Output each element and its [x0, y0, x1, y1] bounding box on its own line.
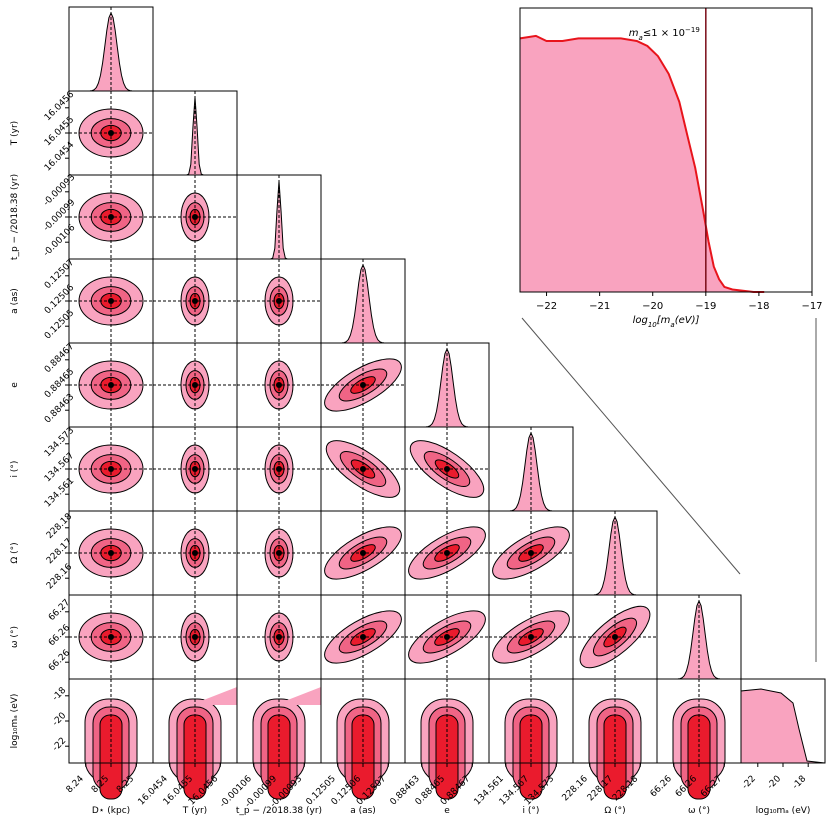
panel-omega-e [404, 594, 490, 680]
yaxis-label-omega: ω (°) [10, 626, 20, 648]
panel-Omega-T [152, 510, 238, 596]
xaxis-label-e: e [444, 806, 450, 816]
panel-i-a [320, 426, 406, 512]
ytick-label-omega-0: 66.27 [47, 598, 72, 623]
panel-tp-T [152, 174, 238, 260]
panel-Omega-tp [236, 510, 322, 596]
panel-omega-Omega [572, 594, 658, 680]
yaxis-label-Omega: Ω (°) [10, 542, 20, 563]
panel-i-tp [236, 426, 322, 512]
panel-i-T [152, 426, 238, 512]
xaxis-label-D_star: D⋆ (kpc) [92, 806, 130, 816]
xtick-label-D_star-0: 8.24 [65, 774, 86, 795]
inset-xaxis-label: log10[ma(eV)] [633, 315, 700, 329]
xaxis-label-a: a (as) [350, 806, 376, 816]
panel-omega-T [152, 594, 238, 680]
ytick-label-Omega-0: 228.18 [45, 512, 75, 542]
inset-chart: −22 −21 −20 −19 −18 −17 ma≤1 × 10−19 log10[ma(e… [519, 7, 823, 329]
panel-log10ma-log10ma: -22 -20 -18 log₁₀mₐ (eV) [740, 678, 826, 816]
panel-Omega-e [404, 510, 490, 596]
yaxis-label-e: e [10, 382, 20, 388]
panel-a-T [152, 258, 238, 344]
panel-e-e [404, 342, 490, 428]
inset-xtick-label-3: −19 [695, 301, 716, 312]
yaxis-label-tp: t_p − /2018.38 (yr) [10, 174, 20, 260]
panel-i-e [404, 426, 490, 512]
inset-xtick-label-1: −21 [589, 301, 610, 312]
panel-Omega-a [320, 510, 406, 596]
ytick-label-log10ma-2: -22 [51, 736, 68, 753]
zoom-connector-left [521, 317, 741, 575]
panel-Omega-i [488, 510, 574, 596]
tail-T [190, 687, 237, 705]
ytick-label-log10ma-1: -20 [51, 711, 69, 729]
xtick-label-omega-0: 66.26 [649, 774, 674, 799]
panel-a-a [320, 258, 406, 344]
panel-omega-a [320, 594, 406, 680]
yaxis-label-i: i (°) [10, 461, 20, 478]
inset-xtick-label-0: −22 [536, 301, 557, 312]
panel-omega-omega [656, 594, 742, 680]
xaxis-label-T: T (yr) [182, 806, 207, 816]
yaxis-label-log10ma: log₁₀mₐ (eV) [10, 694, 20, 749]
xtick-label-log10ma-2: -18 [791, 774, 809, 792]
xaxis-label-omega: ω (°) [688, 806, 710, 816]
threshold-annotation: ma≤1 × 10−19 [629, 26, 700, 42]
xtick-label-log10ma-0: -22 [740, 774, 757, 791]
tail-tp [274, 687, 321, 705]
panel-e-T [152, 342, 238, 428]
marginal-log10ma [740, 688, 826, 764]
panel-omega-tp [236, 594, 322, 680]
panel-tp-tp [236, 174, 322, 260]
inset-xtick-label-4: −18 [748, 301, 769, 312]
panel-a-tp [236, 258, 322, 344]
panel-e-a [320, 342, 406, 428]
xaxis-label-tp: t_p − /2018.38 (yr) [236, 806, 322, 816]
ytick-label-Omega-2: 228.16 [45, 562, 75, 592]
panel-omega-i [488, 594, 574, 680]
xtick-label-log10ma-1: -20 [766, 774, 784, 792]
inset-line [519, 34, 765, 293]
ytick-label-Omega-1: 228.17 [45, 537, 74, 566]
yaxis-label-a: a (as) [10, 288, 20, 314]
panel-Omega-Omega [572, 510, 658, 596]
yaxis-label-T: T (yr) [10, 121, 20, 146]
panel-e-tp [236, 342, 322, 428]
xaxis-label-i: i (°) [523, 806, 540, 816]
inset-frame [519, 7, 813, 293]
inset-xtick-label-2: −20 [642, 301, 663, 312]
panel-log10ma-omega: 66.26 66.26 66.27ω (°) [649, 678, 742, 816]
panel-T-T [152, 90, 238, 176]
panel-D_star-D_star [68, 6, 154, 92]
inset-area [520, 35, 765, 293]
panel-i-i [488, 426, 574, 512]
xaxis-label-Omega: Ω (°) [604, 806, 625, 816]
xtick-label-Omega-0: 228.16 [561, 774, 591, 804]
xaxis-label-log10ma: log₁₀mₐ (eV) [756, 806, 811, 816]
ytick-label-log10ma-0: -18 [51, 685, 69, 703]
inset-xtick-label-5: −17 [801, 301, 822, 312]
